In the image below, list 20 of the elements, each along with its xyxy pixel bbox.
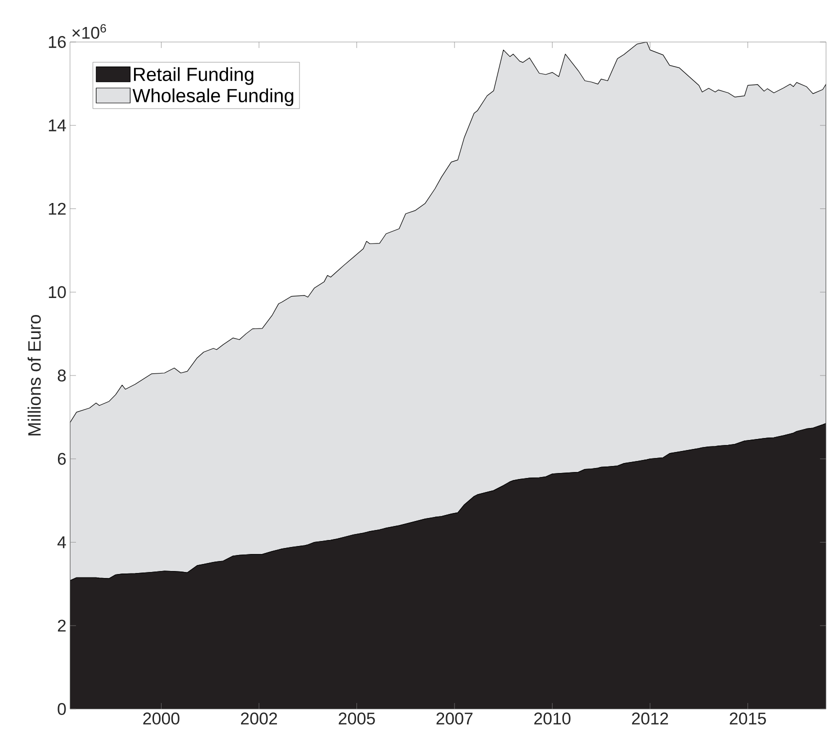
x-tick-label: 2015 [730, 712, 766, 725]
y-tick-label: 2 [58, 620, 66, 632]
text: ×10$^{6}$ [72, 24, 106, 39]
y-tick-label: 8 [58, 370, 66, 382]
y-tick-label: 16 [48, 36, 66, 48]
legend-label: Wholesale Funding [132, 88, 294, 106]
y-tick-label: 0 [58, 703, 66, 715]
x-tick-label: 2000 [143, 712, 180, 725]
y-tick-label: 4 [57, 536, 66, 548]
x-tick-label: 2002 [241, 712, 277, 725]
legend-label: Retail Funding [134, 67, 254, 85]
x-tick-label: 2010 [534, 712, 570, 725]
y-tick-label: 14 [48, 120, 66, 132]
x-tick-label: 2005 [338, 712, 375, 725]
y-tick-label: 10 [48, 286, 66, 298]
y-tick-label: 12 [48, 202, 66, 215]
x-tick-label: 2012 [632, 712, 668, 725]
y-tick-label: 6 [58, 452, 66, 465]
y-axis-title: Millions of Euro [28, 314, 41, 436]
x-tick-label: 2007 [436, 712, 472, 725]
